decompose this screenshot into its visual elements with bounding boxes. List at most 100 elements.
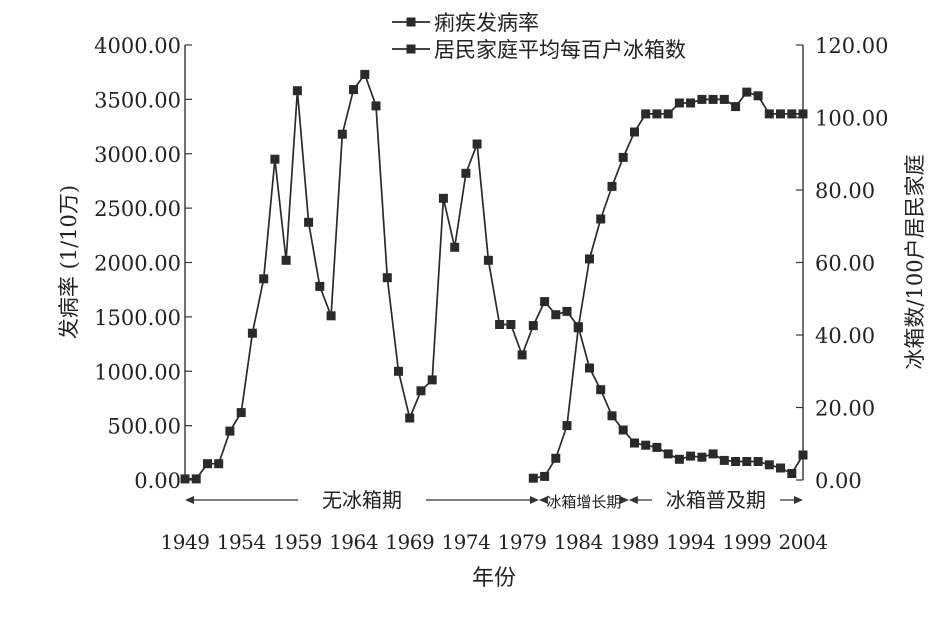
- data-point: [776, 109, 785, 119]
- data-point: [405, 413, 415, 423]
- series-line: [185, 72, 804, 480]
- right-y-tick-label: 120.00: [815, 34, 888, 58]
- data-point: [450, 242, 460, 252]
- data-point: [708, 449, 718, 459]
- data-point: [753, 457, 763, 466]
- data-point: [315, 281, 325, 291]
- data-point: [641, 109, 651, 119]
- data-point: [304, 217, 314, 227]
- data-point: [663, 449, 673, 459]
- data-point: [607, 181, 617, 191]
- data-point: [337, 129, 347, 139]
- data-point: [416, 386, 426, 396]
- period-arrowhead-right: [529, 496, 539, 504]
- period-annotation: 冰箱普及期: [628, 488, 803, 512]
- data-point: [652, 109, 662, 119]
- data-point: [247, 328, 257, 338]
- data-point: [191, 474, 201, 484]
- x-tick-label: 1989: [610, 530, 659, 554]
- period-arrowhead-right: [619, 496, 629, 504]
- data-point: [585, 363, 594, 373]
- left-y-tick-label: 2000.00: [94, 252, 181, 276]
- data-point: [562, 421, 572, 431]
- x-tick-label: 1954: [217, 530, 266, 554]
- data-point: [517, 350, 527, 360]
- data-point: [540, 297, 550, 307]
- series-layer: [180, 69, 808, 484]
- data-point: [618, 152, 628, 162]
- right-y-tick-label: 60.00: [815, 252, 875, 276]
- data-point: [394, 366, 403, 376]
- data-point: [731, 102, 741, 112]
- data-point: [776, 463, 785, 473]
- data-point: [214, 459, 224, 469]
- data-point: [798, 450, 808, 460]
- data-point: [674, 454, 684, 464]
- data-point: [708, 94, 718, 104]
- x-axis-title: 年份: [472, 566, 516, 591]
- data-point: [528, 321, 538, 331]
- data-point: [203, 459, 212, 469]
- x-tick-label: 2004: [779, 530, 828, 554]
- period-annotations: 无冰箱期 冰箱增长期 冰箱普及期: [185, 488, 803, 512]
- data-point: [483, 255, 493, 265]
- x-tick-label: 1979: [498, 530, 547, 554]
- x-tick-label: 1984: [554, 530, 603, 554]
- legend-marker: [406, 44, 416, 54]
- period-annotation: 冰箱增长期: [538, 493, 629, 511]
- data-point: [371, 101, 381, 111]
- x-tick-label: 1949: [161, 530, 210, 554]
- right-y-tick-label: 100.00: [815, 107, 888, 131]
- axes: 0.00 500.00 1000.00 1500.00 2000.00 2500.00 30…: [57, 34, 927, 591]
- data-point: [674, 98, 684, 108]
- data-point: [551, 453, 561, 463]
- period-label: 冰箱普及期: [666, 488, 766, 512]
- data-point: [596, 385, 606, 395]
- data-point: [787, 469, 797, 478]
- data-point: [180, 474, 190, 484]
- data-point: [382, 273, 392, 283]
- data-point: [427, 375, 437, 385]
- data-point: [686, 98, 696, 108]
- data-point: [641, 440, 651, 450]
- data-point: [472, 139, 482, 149]
- x-tick-label: 1994: [666, 530, 715, 554]
- right-y-tick-label: 40.00: [815, 324, 875, 348]
- data-point: [495, 320, 505, 329]
- left-y-tick-label: 3500.00: [94, 88, 181, 112]
- left-y-tick-label: 3000.00: [94, 143, 181, 167]
- series-group: [180, 69, 808, 484]
- x-tick-label: 1974: [441, 530, 490, 554]
- data-point: [225, 426, 235, 436]
- data-point: [573, 323, 583, 333]
- legend-label: 痢疾发病率: [434, 11, 539, 35]
- data-point: [697, 452, 707, 462]
- data-point: [663, 109, 673, 119]
- data-point: [618, 425, 628, 435]
- x-tick-label: 1969: [385, 530, 434, 554]
- data-point: [686, 451, 696, 461]
- data-point: [596, 214, 606, 224]
- left-y-tick-label: 0.00: [134, 469, 181, 493]
- left-y-tick-label: 2500.00: [94, 197, 181, 221]
- data-point: [562, 306, 572, 316]
- left-y-tick-label: 4000.00: [94, 34, 181, 58]
- right-y-tick-label: 0.00: [815, 469, 862, 493]
- legend-label: 居民家庭平均每百户冰箱数: [434, 38, 686, 62]
- data-point: [652, 442, 662, 452]
- data-point: [630, 438, 639, 448]
- period-arrowhead-left: [628, 496, 638, 504]
- period-label: 冰箱增长期: [546, 493, 621, 511]
- period-label: 无冰箱期: [322, 488, 402, 512]
- legend-marker: [406, 17, 416, 27]
- data-point: [281, 255, 291, 265]
- right-y-tick-label: 20.00: [815, 397, 875, 421]
- data-point: [326, 311, 336, 321]
- data-point: [270, 154, 280, 164]
- data-point: [349, 85, 358, 95]
- data-point: [607, 411, 617, 421]
- left-y-tick-label: 1000.00: [94, 360, 181, 384]
- period-arrowhead-left: [538, 496, 548, 504]
